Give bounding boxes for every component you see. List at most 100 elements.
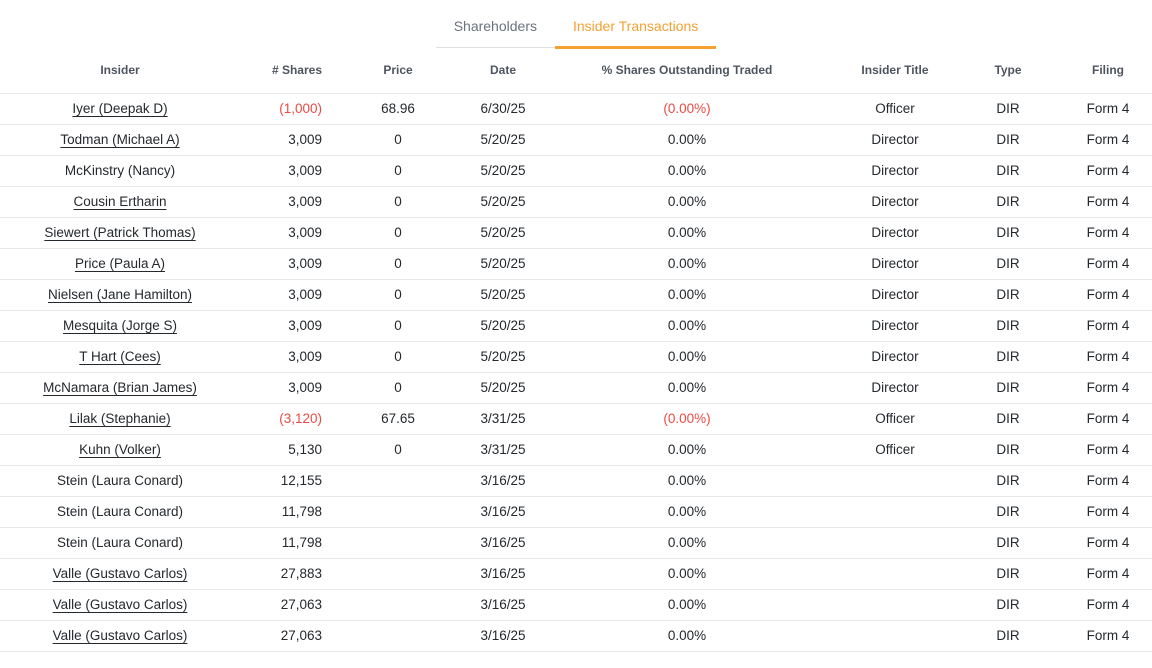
date-cell: 5/20/25 [470, 124, 536, 156]
pct-cell: 0.00% [536, 341, 838, 373]
pct-cell: 0.00% [536, 310, 838, 342]
pct-cell: 0.00% [536, 217, 838, 249]
pct-cell: 0.00% [536, 465, 838, 497]
insider-name-link[interactable]: Iyer (Deepak D) [72, 101, 168, 116]
insider-name-link[interactable]: T Hart (Cees) [79, 349, 161, 364]
insider-cell: Kuhn (Volker) [0, 434, 240, 466]
insider-name-link[interactable]: Valle (Gustavo Carlos) [52, 597, 188, 612]
title-cell [838, 589, 952, 621]
type-cell: DIR [952, 155, 1064, 187]
type-cell: DIR [952, 310, 1064, 342]
insider-cell: Valle (Gustavo Carlos) [0, 620, 240, 652]
insider-name-link[interactable]: Valle (Gustavo Carlos) [52, 628, 188, 643]
filing-cell: Form 4 [1064, 372, 1152, 404]
pct-cell: 0.00% [536, 434, 838, 466]
pct-cell: 0.00% [536, 155, 838, 187]
price-cell: 0 [326, 279, 470, 311]
table-row: Stein (Laura Conard) 11,798 3/16/25 0.00% DI… [0, 496, 1152, 528]
insider-name-link[interactable]: Todman (Michael A) [60, 132, 180, 147]
shares-cell: 27,063 [240, 589, 326, 621]
insider-name-link[interactable]: Lilak (Stephanie) [69, 411, 171, 426]
type-cell: DIR [952, 248, 1064, 280]
shares-cell: 3,009 [240, 372, 326, 404]
insider-name-link[interactable]: Cousin Ertharin [73, 194, 167, 209]
date-cell: 5/20/25 [470, 372, 536, 404]
title-cell: Officer [838, 403, 952, 435]
table-row: Kuhn (Volker) 5,130 0 3/31/25 0.00% Officer DI… [0, 434, 1152, 466]
insider-cell: Valle (Gustavo Carlos) [0, 558, 240, 590]
insider-name-link[interactable]: Nielsen (Jane Hamilton) [47, 287, 193, 302]
shares-cell: 11,798 [240, 527, 326, 559]
insider-name-link[interactable]: Price (Paula A) [74, 256, 166, 271]
insider-cell: Iyer (Deepak D) [0, 93, 240, 125]
insider-cell: T Hart (Cees) [0, 341, 240, 373]
pct-cell: 0.00% [536, 620, 838, 652]
shares-cell: (3,120) [240, 403, 326, 435]
tabs-container: Shareholders Insider Transactions [435, 10, 717, 49]
date-cell: 5/20/25 [470, 310, 536, 342]
title-cell [838, 465, 952, 497]
column-header-price: Price [326, 48, 470, 94]
type-cell: DIR [952, 341, 1064, 373]
filing-cell: Form 4 [1064, 527, 1152, 559]
shares-cell: 12,155 [240, 465, 326, 497]
date-cell: 5/20/25 [470, 248, 536, 280]
column-header-pct: % Shares Outstanding Traded [536, 48, 838, 94]
insider-name-link[interactable]: Siewert (Patrick Thomas) [44, 225, 196, 240]
column-header-date: Date [470, 48, 536, 94]
insider-name-link[interactable]: Mesquita (Jorge S) [62, 318, 178, 333]
type-cell: DIR [952, 465, 1064, 497]
pct-cell: 0.00% [536, 124, 838, 156]
tab-insider-transactions[interactable]: Insider Transactions [554, 10, 717, 49]
insider-name-link[interactable]: Valle (Gustavo Carlos) [52, 566, 188, 581]
pct-cell: 0.00% [536, 279, 838, 311]
filing-cell: Form 4 [1064, 93, 1152, 125]
insider-cell: Nielsen (Jane Hamilton) [0, 279, 240, 311]
table-row: Valle (Gustavo Carlos) 27,883 3/16/25 0.00%… [0, 558, 1152, 590]
title-cell: Director [838, 279, 952, 311]
column-header-title: Insider Title [838, 48, 952, 94]
table-row: McKinstry (Nancy) 3,009 0 5/20/25 0.00% Direc… [0, 155, 1152, 187]
date-cell: 5/20/25 [470, 155, 536, 187]
price-cell: 0 [326, 155, 470, 187]
shares-cell: 3,009 [240, 186, 326, 218]
shares-cell: (1,000) [240, 93, 326, 125]
table-row: T Hart (Cees) 3,009 0 5/20/25 0.00% Director D… [0, 341, 1152, 373]
date-cell: 3/16/25 [470, 558, 536, 590]
insider-name-link[interactable]: Kuhn (Volker) [79, 442, 161, 457]
insider-cell: Price (Paula A) [0, 248, 240, 280]
shares-cell: 11,798 [240, 496, 326, 528]
pct-cell: (0.00%) [536, 93, 838, 125]
filing-cell: Form 4 [1064, 341, 1152, 373]
insider-name-link[interactable]: McNamara (Brian James) [43, 380, 197, 395]
type-cell: DIR [952, 217, 1064, 249]
date-cell: 5/20/25 [470, 279, 536, 311]
price-cell [326, 527, 470, 559]
price-cell [326, 496, 470, 528]
date-cell: 3/16/25 [470, 527, 536, 559]
shares-cell: 3,009 [240, 341, 326, 373]
table-row: Price (Paula A) 3,009 0 5/20/25 0.00% Directo… [0, 248, 1152, 280]
title-cell: Director [838, 155, 952, 187]
type-cell: DIR [952, 93, 1064, 125]
shares-cell: 3,009 [240, 217, 326, 249]
pct-cell: 0.00% [536, 248, 838, 280]
column-header-shares: # Shares [240, 48, 326, 94]
title-cell: Director [838, 310, 952, 342]
table-row: Valle (Gustavo Carlos) 27,063 3/16/25 0.00%… [0, 620, 1152, 652]
filing-cell: Form 4 [1064, 434, 1152, 466]
shares-cell: 5,130 [240, 434, 326, 466]
date-cell: 5/20/25 [470, 186, 536, 218]
date-cell: 3/16/25 [470, 465, 536, 497]
table-row: Mesquita (Jorge S) 3,009 0 5/20/25 0.00% Dire… [0, 310, 1152, 342]
price-cell: 0 [326, 124, 470, 156]
shares-cell: 27,883 [240, 558, 326, 590]
shares-cell: 3,009 [240, 155, 326, 187]
date-cell: 3/31/25 [470, 403, 536, 435]
insider-cell: McKinstry (Nancy) [0, 155, 240, 187]
tab-shareholders[interactable]: Shareholders [453, 18, 537, 34]
price-cell: 0 [326, 341, 470, 373]
date-cell: 6/30/25 [470, 93, 536, 125]
filing-cell: Form 4 [1064, 310, 1152, 342]
insider-transactions-table: Insider # Shares Price Date% Shares Outstan… [0, 48, 1152, 652]
